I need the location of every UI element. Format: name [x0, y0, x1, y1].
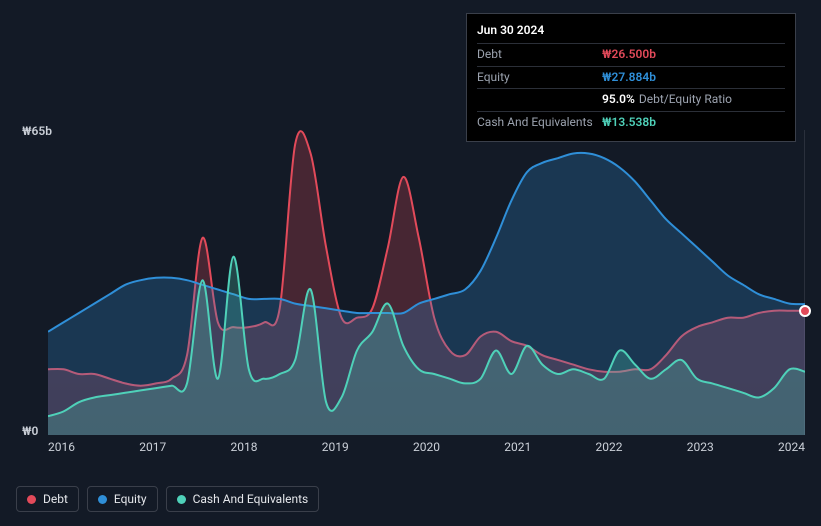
tooltip-date: Jun 30 2024 — [477, 22, 785, 39]
legend-label: Equity — [114, 492, 147, 506]
tooltip-row-value: ₩13.538b — [602, 114, 656, 131]
chart-marker — [799, 305, 811, 317]
tooltip-row-label: Equity — [477, 69, 602, 86]
x-axis-tick: 2023 — [687, 440, 714, 460]
legend-item-cash-and-equivalents[interactable]: Cash And Equivalents — [166, 486, 320, 512]
chart-legend: Debt Equity Cash And Equivalents — [16, 486, 319, 512]
legend-item-equity[interactable]: Equity — [87, 486, 158, 512]
tooltip-row-label: Debt — [477, 46, 602, 63]
y-axis-min: ₩0 — [22, 424, 38, 438]
x-axis-tick: 2020 — [413, 440, 440, 460]
legend-dot-icon — [27, 495, 36, 504]
tooltip-row: 95.0% Debt/Equity Ratio — [477, 88, 785, 110]
x-axis-tick: 2022 — [596, 440, 623, 460]
chart-tooltip: Jun 30 2024 Debt₩26.500bEquity₩27.884b95… — [466, 13, 796, 142]
chart-plot-area[interactable] — [48, 130, 805, 435]
legend-dot-icon — [177, 495, 186, 504]
x-axis-tick: 2021 — [504, 440, 531, 460]
x-axis-tick: 2016 — [48, 440, 75, 460]
legend-item-debt[interactable]: Debt — [16, 486, 79, 512]
tooltip-row: Equity₩27.884b — [477, 66, 785, 88]
x-axis-tick: 2019 — [322, 440, 349, 460]
tooltip-row-label — [477, 91, 602, 108]
x-axis: 2016 2017 2018 2019 2020 2021 2022 2023 2024 — [48, 440, 805, 460]
tooltip-row-value: ₩27.884b — [602, 69, 656, 86]
tooltip-row-label: Cash And Equivalents — [477, 114, 602, 131]
tooltip-ratio-pct: 95.0% — [602, 92, 635, 106]
x-axis-tick: 2017 — [139, 440, 166, 460]
tooltip-rows: Debt₩26.500bEquity₩27.884b95.0%Debt/Equi… — [477, 43, 785, 133]
tooltip-ratio-label: Debt/Equity Ratio — [639, 92, 732, 106]
legend-dot-icon — [98, 495, 107, 504]
tooltip-row-value: ₩26.500b — [602, 46, 656, 63]
x-axis-tick: 2018 — [231, 440, 258, 460]
legend-label: Cash And Equivalents — [193, 492, 309, 506]
x-axis-tick: 2024 — [778, 440, 805, 460]
tooltip-row: Debt₩26.500b — [477, 43, 785, 65]
series-cash-and-equivalents — [48, 130, 805, 435]
legend-label: Debt — [43, 492, 68, 506]
